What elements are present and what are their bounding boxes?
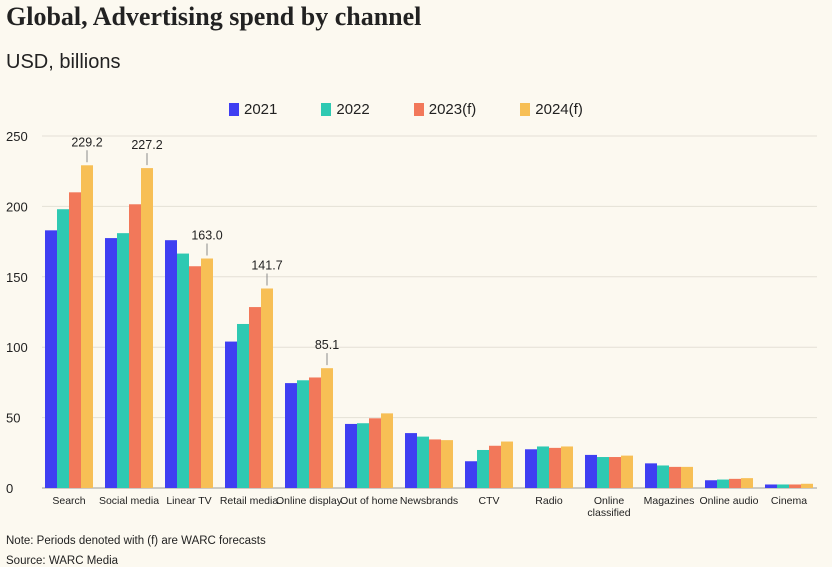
legend-item-2021: 2021 bbox=[229, 101, 277, 118]
bar-2022-12 bbox=[777, 484, 789, 488]
legend-item-2023f: 2023(f) bbox=[413, 100, 477, 118]
bar-2022-9 bbox=[597, 457, 609, 488]
legend-label-2021: 2021 bbox=[244, 100, 278, 118]
data-label: 141.7 bbox=[251, 258, 282, 272]
bar-2024f-2 bbox=[201, 258, 213, 488]
x-tick-label: classified bbox=[587, 507, 630, 519]
bar-2024f-4 bbox=[321, 368, 333, 488]
x-tick-label: Radio bbox=[535, 495, 563, 507]
bar-2024f-11 bbox=[741, 478, 753, 488]
bar-2021-3 bbox=[225, 341, 237, 488]
chart-subtitle: USD, billions bbox=[6, 51, 121, 73]
data-label: 227.2 bbox=[131, 138, 162, 152]
data-label: 163.0 bbox=[191, 228, 222, 242]
bar-2023f-3 bbox=[249, 307, 261, 488]
x-tick-label: Out of home bbox=[340, 495, 398, 507]
legend-label-2023f: 2023(f) bbox=[428, 100, 477, 118]
legend-label-2024f: 2024(f) bbox=[535, 100, 583, 118]
bar-2021-2 bbox=[165, 240, 177, 488]
x-tick-label: Online audio bbox=[700, 495, 759, 507]
bar-2024f-0 bbox=[81, 165, 93, 488]
bar-2024f-1 bbox=[141, 168, 153, 488]
bar-2021-5 bbox=[345, 423, 357, 488]
bar-2021-9 bbox=[585, 454, 597, 488]
bar-2024f-12 bbox=[801, 483, 813, 488]
legend-swatch-2023f bbox=[413, 102, 424, 116]
bar-2021-10 bbox=[645, 463, 657, 488]
bar-2023f-2 bbox=[189, 266, 201, 488]
bar-2023f-1 bbox=[129, 204, 141, 488]
bar-2024f-7 bbox=[501, 441, 513, 488]
bar-2022-7 bbox=[477, 449, 489, 488]
x-tick-label: Search bbox=[52, 495, 85, 507]
bar-2024f-6 bbox=[441, 440, 453, 488]
bar-2024f-10 bbox=[681, 466, 693, 488]
bar-2024f-5 bbox=[381, 413, 393, 488]
bar-2021-1 bbox=[105, 238, 117, 488]
legend-item-2024f: 2024(f) bbox=[520, 101, 583, 118]
bar-2022-4 bbox=[297, 380, 309, 488]
bar-2023f-8 bbox=[549, 447, 561, 488]
data-label: 85.1 bbox=[315, 338, 339, 352]
x-tick-label: CTV bbox=[479, 495, 500, 507]
bar-2021-7 bbox=[465, 461, 477, 488]
x-tick-label: Online display bbox=[276, 495, 343, 507]
x-tick-label: Magazines bbox=[644, 495, 695, 507]
legend-item-2022: 2022 bbox=[321, 100, 370, 118]
bar-2022-6 bbox=[417, 436, 429, 488]
chart-title: Global, Advertising spend by channel bbox=[6, 2, 422, 31]
bar-2022-8 bbox=[537, 446, 549, 488]
bar-2022-3 bbox=[237, 323, 249, 488]
legend-swatch-2024f bbox=[520, 102, 531, 116]
y-tick-label: 200 bbox=[6, 199, 28, 214]
footnote-source: Source: WARC Media bbox=[6, 555, 119, 567]
bar-2023f-4 bbox=[309, 377, 321, 488]
bar-2024f-3 bbox=[261, 288, 273, 488]
y-tick-label: 100 bbox=[6, 340, 28, 355]
bar-2022-11 bbox=[717, 479, 729, 488]
legend-swatch-2022 bbox=[321, 102, 332, 116]
bar-2024f-9 bbox=[621, 455, 633, 488]
bar-2023f-6 bbox=[429, 439, 441, 488]
x-tick-label: Social media bbox=[99, 495, 159, 507]
chart-legend: 2021 2022 2023(f) 2024(f) bbox=[229, 100, 583, 118]
bar-2022-1 bbox=[117, 233, 129, 488]
bar-2023f-5 bbox=[369, 418, 381, 488]
bar-2022-0 bbox=[57, 209, 69, 488]
bar-2023f-0 bbox=[69, 192, 81, 488]
bar-2021-0 bbox=[45, 230, 57, 488]
bar-2023f-7 bbox=[489, 445, 501, 488]
x-tick-label: Cinema bbox=[771, 495, 807, 507]
x-tick-label: Retail media bbox=[220, 495, 279, 507]
bar-2021-4 bbox=[285, 383, 297, 488]
bar-2024f-8 bbox=[561, 446, 573, 488]
bar-2022-5 bbox=[357, 423, 369, 488]
legend-label-2022: 2022 bbox=[336, 100, 370, 118]
y-tick-label: 50 bbox=[6, 411, 20, 426]
x-tick-label: Linear TV bbox=[166, 495, 211, 507]
bar-2023f-10 bbox=[669, 466, 681, 488]
footnote-note: Note: Periods denoted with (f) are WARC … bbox=[6, 535, 266, 547]
data-label: 229.2 bbox=[71, 135, 102, 149]
bar-2021-8 bbox=[525, 449, 537, 488]
bar-2023f-12 bbox=[789, 484, 801, 488]
bar-2022-10 bbox=[657, 465, 669, 488]
y-tick-label: 250 bbox=[6, 129, 28, 144]
bar-2023f-11 bbox=[729, 478, 741, 488]
x-tick-label: Newsbrands bbox=[400, 495, 458, 507]
bar-2021-12 bbox=[765, 484, 777, 488]
y-tick-label: 0 bbox=[6, 481, 13, 496]
legend-swatch-2021 bbox=[229, 102, 239, 116]
bar-2022-2 bbox=[177, 253, 189, 488]
bar-2023f-9 bbox=[609, 457, 621, 488]
y-tick-label: 150 bbox=[6, 270, 28, 285]
bar-2021-11 bbox=[705, 480, 717, 488]
x-tick-label: Online bbox=[594, 495, 625, 507]
bar-2021-6 bbox=[405, 433, 417, 488]
